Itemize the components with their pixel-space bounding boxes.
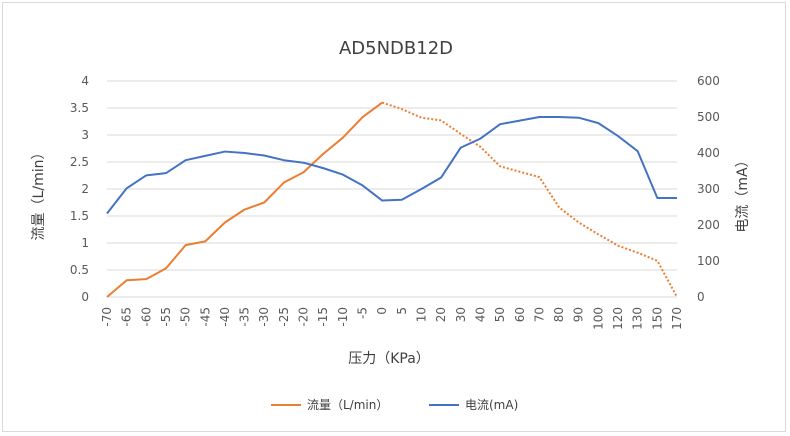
x-tick-label: -50 [179,307,193,327]
x-tick-label: 120 [611,307,625,330]
y2-tick-label: 400 [697,146,720,160]
x-tick-label: 150 [650,307,664,330]
x-tick-label: 10 [414,307,428,322]
x-tick-label: -25 [277,307,291,327]
x-tick-label: 130 [631,307,645,330]
x-tick-label: -20 [297,307,311,327]
x-tick-label: -60 [139,307,153,327]
y-tick-label: 3.5 [70,101,89,115]
series-line-flow-solid [106,101,383,298]
x-tick-label: 30 [454,307,468,322]
x-tick-label: 50 [493,307,507,322]
y-tick-label: 0.5 [70,263,89,277]
x-tick-label: 80 [552,307,566,322]
x-tick-label: 90 [572,307,586,322]
y2-axis-title: 电流（mA） [735,153,751,232]
y-tick-label: 2 [81,182,89,196]
y2-tick-label: 0 [697,290,705,304]
x-tick-label: -40 [218,307,232,327]
x-tick-label: 70 [532,307,546,322]
x-tick-label: 100 [591,307,605,330]
y-tick-label: 3 [81,128,89,142]
y-tick-label: 4 [81,74,89,88]
y2-tick-label: 600 [697,74,720,88]
legend-label-current: 电流(mA) [465,398,518,412]
y2-tick-label: 100 [697,254,720,268]
x-tick-label: -35 [238,307,252,327]
y2-tick-label: 200 [697,218,720,232]
right-axis-ticks: 0 100 200 300 400 500 600 [697,74,720,304]
x-tick-label: -45 [198,307,212,327]
x-tick-label: -10 [336,307,350,327]
chart-title: AD5NDB12D [339,38,453,59]
x-tick-label: 170 [670,307,684,330]
chart-svg: AD5NDB12D 00.511.522.533.54 010020030040… [31,38,751,412]
series-line-current [106,116,677,215]
x-tick-label: 60 [513,307,527,322]
x-tick-label: 20 [434,307,448,322]
y-tick-label: 0 [81,290,89,304]
y2-tick-label: 500 [697,110,720,124]
series-layer [106,101,678,298]
x-tick-label: -15 [316,307,330,327]
y-axis-title: 流量（L/min） [31,146,47,241]
x-tick-label: -65 [120,307,134,327]
x-tick-label: -30 [257,307,271,327]
chart-frame: AD5NDB12D 0 0.5 1 1.5 2 2.5 3 3.5 4 0 100 200 300 40… [2,2,786,432]
legend: 流量（L/min） 电流(mA) [271,398,518,412]
y-tick-label: 2.5 [70,155,89,169]
legend-label-flow: 流量（L/min） [307,398,388,412]
x-tick-label: 40 [473,307,487,322]
x-tick-label: 0 [375,307,389,315]
x-tick-label: 5 [395,307,409,315]
x-tick-label: -70 [100,307,114,327]
x-tick-label: -5 [356,307,370,319]
y-tick-label: 1.5 [70,209,89,223]
series-line-flow-dotted [381,101,678,298]
x-axis-title: 压力（KPa） [348,351,430,367]
y-tick-label: 1 [81,236,89,250]
gridlines [107,80,677,298]
y2-tick-label: 300 [697,182,720,196]
left-axis-ticks: 0 0.5 1 1.5 2 2.5 3 3.5 4 [70,74,89,304]
x-axis-ticks: -70 -65 -60 -55 -50 -45 -40 -35 -30 -25 -20 -15 -10-… [100,307,684,330]
x-tick-label: -55 [159,307,173,327]
